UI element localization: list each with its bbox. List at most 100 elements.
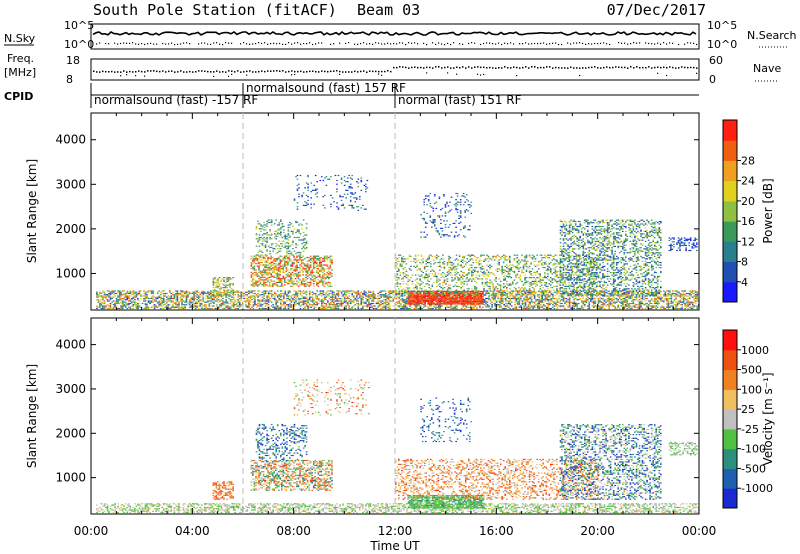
data-cell — [686, 302, 688, 303]
data-cell — [119, 303, 121, 304]
data-cell — [534, 307, 536, 308]
data-cell — [226, 285, 228, 286]
data-cell — [298, 237, 300, 238]
data-cell — [301, 259, 303, 260]
data-cell — [405, 299, 407, 300]
data-cell — [261, 272, 263, 273]
nsearch-point — [558, 44, 559, 45]
data-cell — [293, 284, 295, 285]
data-cell — [693, 290, 695, 291]
data-cell — [286, 248, 288, 249]
data-cell — [216, 292, 218, 293]
data-cell — [475, 305, 477, 306]
nsearch-point — [297, 42, 298, 43]
data-cell — [260, 279, 262, 280]
freq-point — [276, 70, 278, 72]
data-cell — [299, 276, 301, 277]
data-cell — [289, 300, 291, 301]
data-cell — [500, 300, 502, 301]
data-cell — [270, 257, 272, 258]
data-cell — [335, 295, 337, 296]
data-cell — [292, 294, 294, 295]
data-cell — [289, 290, 291, 291]
data-cell — [619, 297, 621, 298]
data-cell — [385, 308, 387, 309]
data-cell — [522, 295, 524, 296]
data-cell — [669, 303, 671, 304]
data-cell — [307, 308, 309, 309]
data-cell — [280, 294, 282, 295]
data-cell — [304, 283, 306, 284]
data-cell — [226, 295, 228, 296]
data-cell — [655, 302, 657, 303]
data-cell — [277, 236, 279, 237]
freq-point — [459, 67, 461, 69]
data-cell — [284, 263, 286, 264]
data-cell — [277, 232, 279, 233]
data-cell — [321, 302, 323, 303]
freq-point — [336, 70, 338, 72]
data-cell — [283, 278, 285, 279]
data-cell — [330, 282, 332, 283]
data-cell — [297, 231, 299, 232]
data-cell — [347, 292, 349, 293]
data-cell — [269, 273, 271, 274]
data-cell — [406, 300, 408, 301]
data-cell — [99, 305, 101, 306]
data-cell — [207, 293, 209, 294]
freq-point — [498, 67, 500, 69]
data-cell — [374, 295, 376, 296]
data-cell — [307, 184, 309, 185]
nsearch-point — [144, 44, 145, 45]
data-cell — [198, 300, 200, 301]
data-cell — [657, 307, 659, 308]
data-cell — [309, 290, 311, 291]
data-cell — [270, 264, 272, 265]
data-cell — [351, 308, 353, 309]
data-cell — [555, 292, 557, 293]
data-cell — [123, 302, 125, 303]
data-cell — [196, 294, 198, 295]
data-cell — [630, 303, 632, 304]
data-cell — [639, 303, 641, 304]
data-cell — [277, 233, 279, 234]
freq-point — [156, 71, 158, 73]
data-cell — [377, 303, 379, 304]
data-cell — [351, 293, 353, 294]
freq-point — [696, 67, 698, 69]
data-cell — [293, 273, 295, 274]
data-cell — [507, 304, 509, 305]
data-cell — [651, 299, 653, 300]
data-cell — [217, 287, 219, 288]
data-cell — [669, 292, 671, 293]
data-cell — [252, 263, 254, 264]
data-cell — [192, 292, 194, 293]
data-cell — [298, 290, 300, 291]
data-cell — [169, 298, 171, 299]
data-cell — [652, 300, 654, 301]
data-cell — [697, 297, 699, 298]
freq-point — [453, 67, 455, 69]
data-cell — [104, 302, 106, 303]
data-cell — [353, 197, 355, 198]
data-cell — [263, 298, 265, 299]
data-cell — [529, 302, 531, 303]
data-cell — [529, 298, 531, 299]
data-cell — [668, 290, 670, 291]
data-cell — [522, 302, 524, 303]
data-cell — [328, 274, 330, 275]
data-cell — [199, 293, 201, 294]
data-cell — [529, 297, 531, 298]
data-cell — [280, 295, 282, 296]
data-cell — [569, 307, 571, 308]
data-cell — [160, 305, 162, 306]
data-cell — [120, 302, 122, 303]
data-cell — [348, 205, 350, 206]
data-cell — [287, 269, 289, 270]
data-cell — [599, 307, 601, 308]
data-cell — [329, 293, 331, 294]
data-cell — [102, 295, 104, 296]
data-cell — [431, 305, 433, 306]
power-heatmap-cells — [96, 175, 700, 309]
data-cell — [297, 292, 299, 293]
